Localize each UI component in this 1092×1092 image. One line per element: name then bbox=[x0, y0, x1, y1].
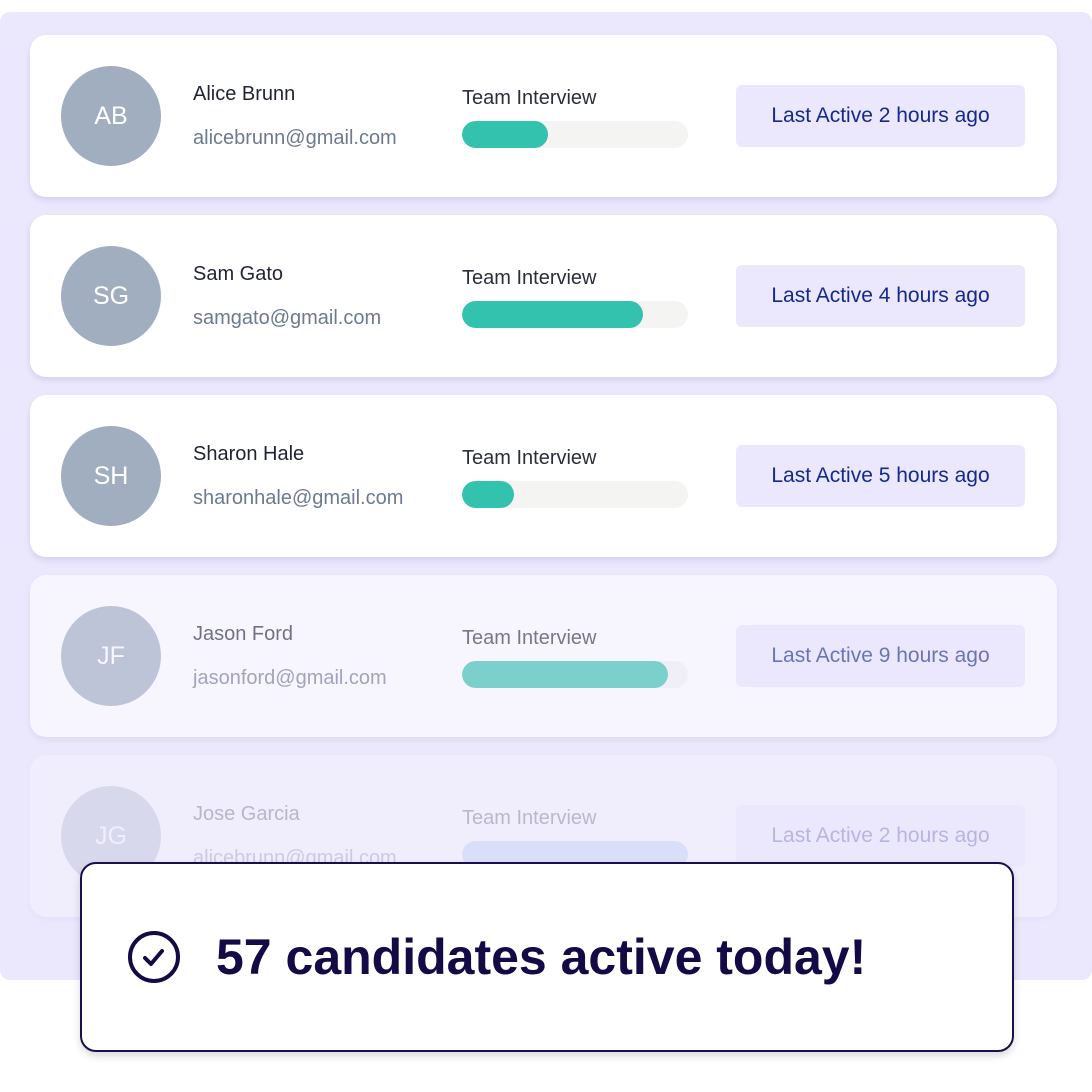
stage-label: Team Interview bbox=[462, 627, 597, 649]
candidate-name: Jason Ford bbox=[193, 623, 294, 645]
candidate-card[interactable]: JF Jason Ford jasonford@gmail.com Team I… bbox=[30, 575, 1057, 737]
avatar: SH bbox=[61, 426, 161, 526]
check-circle-icon bbox=[128, 931, 180, 983]
progress-bar bbox=[462, 121, 688, 148]
candidate-name: Sam Gato bbox=[193, 263, 284, 285]
candidate-card[interactable]: SG Sam Gato samgato@gmail.com Team Inter… bbox=[30, 215, 1057, 377]
candidate-email: jasonford@gmail.com bbox=[193, 667, 387, 689]
candidate-card[interactable]: SH Sharon Hale sharonhale@gmail.com Team… bbox=[30, 395, 1057, 557]
last-active-badge: Last Active 2 hours ago bbox=[736, 85, 1025, 147]
banner-message: 57 candidates active today! bbox=[216, 929, 867, 985]
candidate-name: Jose Garcia bbox=[193, 803, 300, 825]
stage-label: Team Interview bbox=[462, 267, 597, 289]
candidate-card[interactable]: JG Jose Garcia alicebrunn@gmail.com Team… bbox=[30, 755, 1057, 917]
stage-label: Team Interview bbox=[462, 807, 597, 829]
last-active-badge: Last Active 5 hours ago bbox=[736, 445, 1025, 507]
progress-fill bbox=[462, 661, 668, 688]
progress-fill bbox=[462, 481, 514, 508]
stage-label: Team Interview bbox=[462, 447, 597, 469]
avatar: SG bbox=[61, 246, 161, 346]
avatar: AB bbox=[61, 66, 161, 166]
progress-bar bbox=[462, 661, 688, 688]
progress-bar bbox=[462, 301, 688, 328]
candidate-list-panel: AB Alice Brunn alicebrunn@gmail.com Team… bbox=[0, 12, 1092, 980]
progress-fill bbox=[462, 301, 643, 328]
last-active-badge: Last Active 9 hours ago bbox=[736, 625, 1025, 687]
last-active-badge: Last Active 2 hours ago bbox=[736, 805, 1025, 867]
candidate-name: Sharon Hale bbox=[193, 443, 305, 465]
candidate-card[interactable]: AB Alice Brunn alicebrunn@gmail.com Team… bbox=[30, 35, 1057, 197]
avatar: JF bbox=[61, 606, 161, 706]
last-active-badge: Last Active 4 hours ago bbox=[736, 265, 1025, 327]
active-candidates-banner: 57 candidates active today! bbox=[80, 862, 1014, 1052]
progress-bar bbox=[462, 481, 688, 508]
candidate-email: samgato@gmail.com bbox=[193, 307, 382, 329]
progress-fill bbox=[462, 121, 548, 148]
candidate-name: Alice Brunn bbox=[193, 83, 296, 105]
candidate-email: alicebrunn@gmail.com bbox=[193, 127, 397, 149]
stage-label: Team Interview bbox=[462, 87, 597, 109]
candidate-email: sharonhale@gmail.com bbox=[193, 487, 404, 509]
